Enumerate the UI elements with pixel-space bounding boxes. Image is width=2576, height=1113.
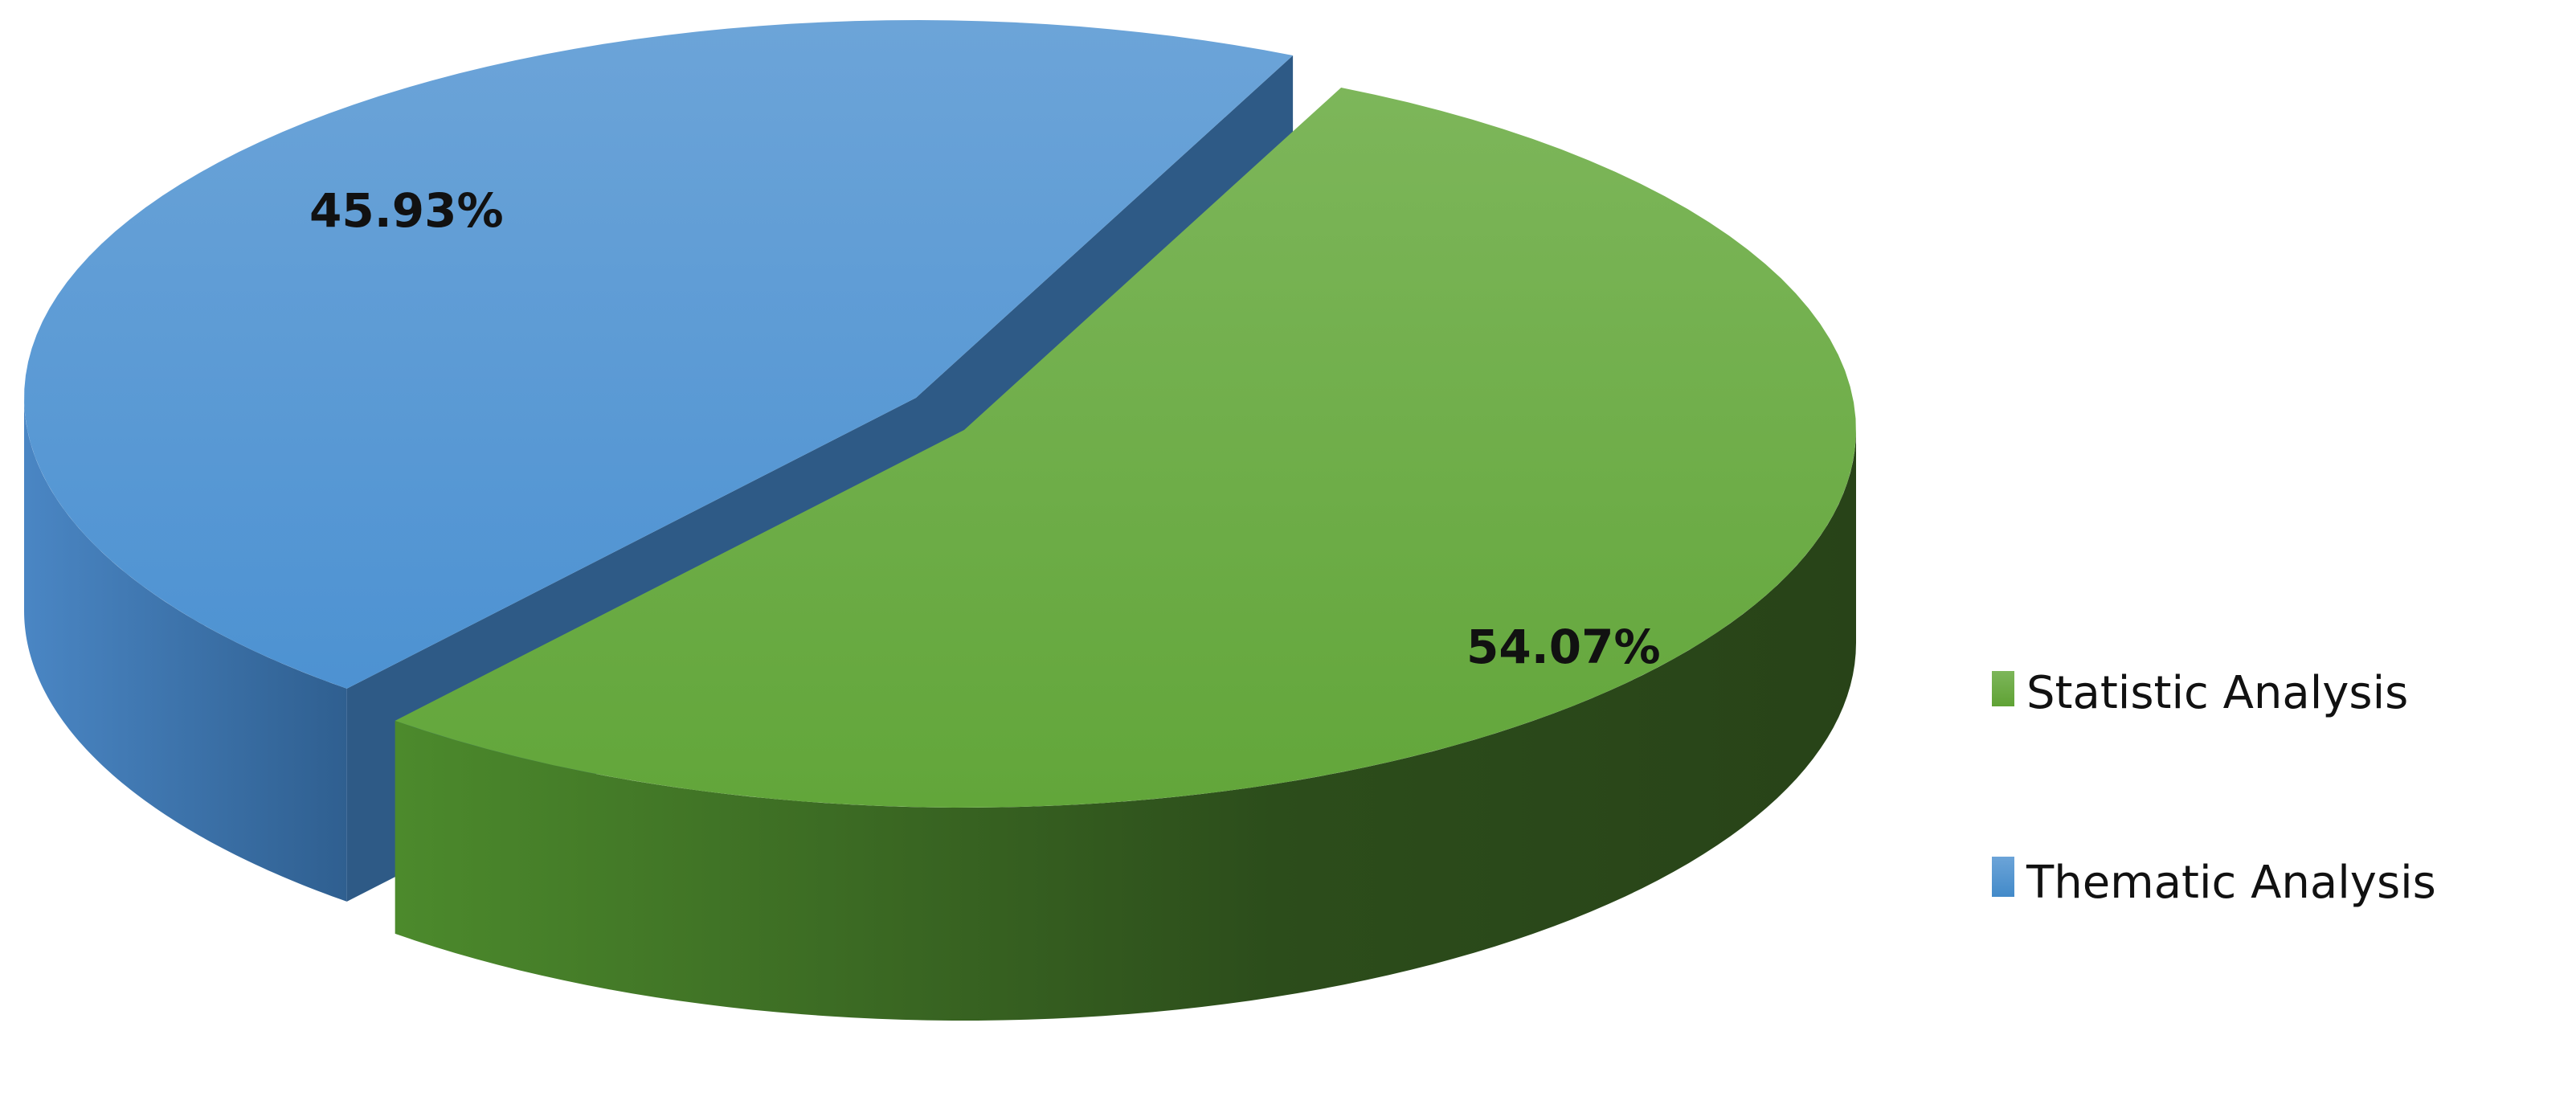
data-label-thematic: 45.93% [309, 183, 504, 238]
pie-side-statistic [395, 430, 1856, 1021]
legend-label-statistic: Statistic Analysis [2026, 667, 2408, 719]
pie-slice-thematic [24, 20, 1294, 689]
pie-side-thematic [24, 398, 347, 902]
pie-plot [24, 20, 1856, 1021]
legend-swatch-statistic [1992, 671, 2014, 706]
legend: Statistic Analysis Thematic Analysis [1992, 667, 2436, 909]
legend-label-thematic: Thematic Analysis [2026, 857, 2436, 909]
data-label-statistic: 54.07% [1466, 620, 1661, 674]
pie-slice-statistic [395, 88, 1856, 808]
legend-swatch-thematic [1992, 857, 2014, 897]
